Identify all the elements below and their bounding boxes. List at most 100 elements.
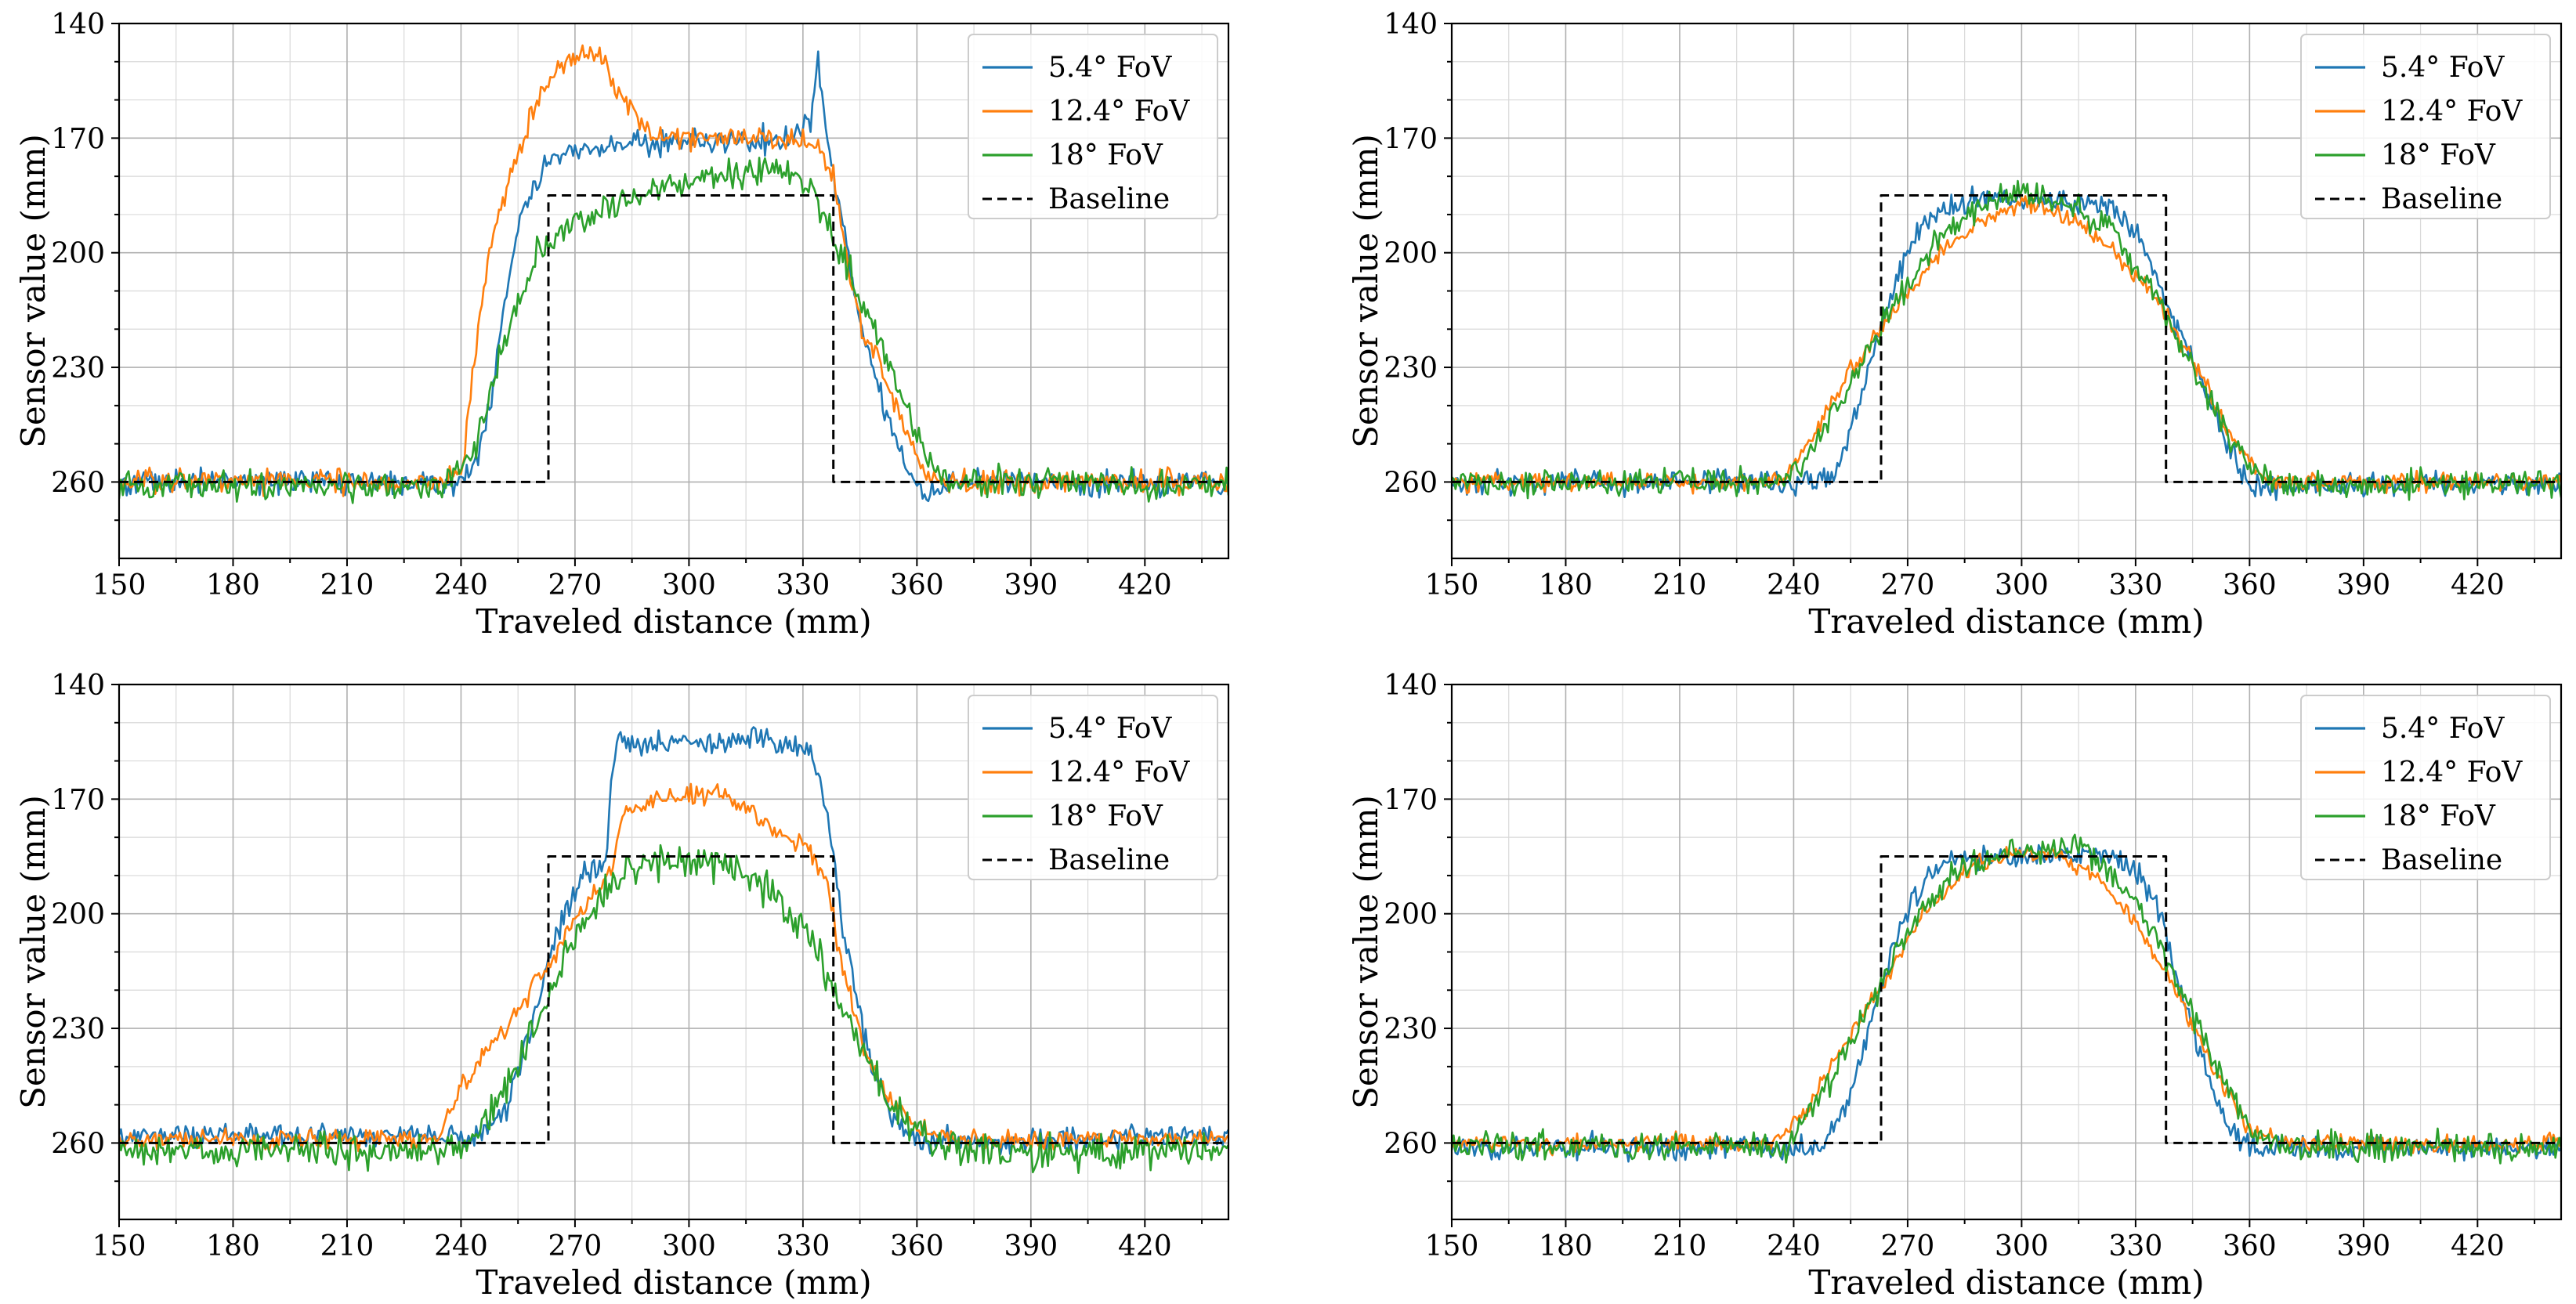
x-tick-label: 330 <box>776 569 830 601</box>
x-tick-label: 330 <box>776 1230 830 1262</box>
chart-panel-2: 150 180 210 240 270 300 330 360 390 420 Traveled d… <box>1347 9 2563 641</box>
x-tick-label: 270 <box>548 569 602 601</box>
y-tick-label: 170 <box>51 784 105 816</box>
y-tick-label: 200 <box>1384 899 1438 931</box>
x-tick-label: 330 <box>2109 569 2163 601</box>
x-tick-label: 360 <box>890 569 944 601</box>
legend-box <box>968 695 1218 880</box>
series-line-1 <box>119 726 1228 1155</box>
series-line-3 <box>1452 179 2561 501</box>
x-tick-label: 270 <box>1881 1230 1935 1262</box>
y-axis: 140 170 200 230 260 Sensor value (mm) <box>1347 670 1452 1183</box>
legend-box <box>2300 34 2551 219</box>
x-tick-label: 240 <box>1767 1230 1821 1262</box>
y-tick-label: 140 <box>51 670 105 702</box>
x-axis-label: Traveled distance (mm) <box>1808 1263 2204 1302</box>
y-axis-label: Sensor value (mm) <box>1347 795 1385 1109</box>
x-axis: 150 180 210 240 270 300 330 360 390 420 Traveled d… <box>1425 558 2536 641</box>
x-tick-label: 240 <box>434 569 488 601</box>
x-tick-label: 240 <box>434 1230 488 1262</box>
x-tick-label: 300 <box>1995 1230 2049 1262</box>
legend-entry-label: 18° FoV <box>2381 139 2496 172</box>
series-line-3 <box>119 157 1228 504</box>
y-tick-label: 170 <box>1384 123 1438 155</box>
series-group <box>119 44 1228 504</box>
y-tick-label: 260 <box>1384 467 1438 499</box>
series-group <box>1452 179 2561 501</box>
x-tick-label: 150 <box>92 569 147 601</box>
x-tick-label: 390 <box>2336 569 2390 601</box>
x-tick-label: 420 <box>2451 1230 2505 1262</box>
y-tick-label: 260 <box>51 1128 105 1160</box>
x-tick-label: 180 <box>1539 1230 1593 1262</box>
x-axis: 150 180 210 240 270 300 330 360 390 420 Traveled d… <box>1425 1219 2536 1302</box>
x-tick-label: 390 <box>1004 1230 1058 1262</box>
legend-entry-label: Baseline <box>1048 844 1170 876</box>
x-tick-label: 150 <box>1425 569 1479 601</box>
y-axis: 140 170 200 230 260 Sensor value (mm) <box>14 670 119 1183</box>
series-line-2 <box>1452 846 2561 1157</box>
y-tick-label: 140 <box>51 9 105 41</box>
y-tick-label: 200 <box>51 899 105 931</box>
legend: 5.4° FoV 12.4° FoV 18° FoV Baseline <box>2300 34 2551 219</box>
legend-box <box>2300 695 2551 880</box>
series-line-3 <box>1452 833 2561 1165</box>
legend-entry-label: 12.4° FoV <box>2381 757 2523 789</box>
x-tick-label: 180 <box>206 1230 260 1262</box>
x-tick-label: 300 <box>662 1230 716 1262</box>
x-axis-label: Traveled distance (mm) <box>1808 602 2204 641</box>
legend-entry-label: Baseline <box>2381 183 2502 215</box>
legend: 5.4° FoV 12.4° FoV 18° FoV Baseline <box>968 34 1218 219</box>
y-tick-label: 230 <box>51 1013 105 1046</box>
y-tick-label: 230 <box>1384 352 1438 385</box>
legend: 5.4° FoV 12.4° FoV 18° FoV Baseline <box>968 695 1218 880</box>
chart-panel-4: 150 180 210 240 270 300 330 360 390 420 Traveled d… <box>1347 670 2563 1302</box>
legend-entry-label: 5.4° FoV <box>1048 713 1172 745</box>
y-axis-label: Sensor value (mm) <box>1347 134 1385 448</box>
legend-entry-label: Baseline <box>2381 844 2502 876</box>
series-line-4 <box>1452 194 2561 483</box>
x-tick-label: 420 <box>1118 569 1172 601</box>
y-tick-label: 170 <box>1384 784 1438 816</box>
series-line-1 <box>1452 185 2561 501</box>
x-tick-label: 360 <box>2223 569 2277 601</box>
x-tick-label: 360 <box>890 1230 944 1262</box>
series-line-3 <box>119 843 1228 1174</box>
legend-entry-label: Baseline <box>1048 183 1170 215</box>
y-tick-label: 170 <box>51 123 105 155</box>
x-tick-label: 150 <box>1425 1230 1479 1262</box>
legend-entry-label: 18° FoV <box>2381 800 2496 833</box>
x-tick-label: 270 <box>548 1230 602 1262</box>
y-tick-label: 200 <box>51 238 105 270</box>
x-axis: 150 180 210 240 270 300 330 360 390 420 Traveled d… <box>92 558 1203 641</box>
x-tick-label: 270 <box>1881 569 1935 601</box>
y-axis: 140 170 200 230 260 Sensor value (mm) <box>14 9 119 522</box>
y-axis: 140 170 200 230 260 Sensor value (mm) <box>1347 9 1452 522</box>
y-tick-label: 260 <box>1384 1128 1438 1160</box>
legend-entry-label: 12.4° FoV <box>2381 96 2523 128</box>
legend-entry-label: 5.4° FoV <box>2381 52 2505 84</box>
series-line-4 <box>119 855 1228 1144</box>
x-tick-label: 150 <box>92 1230 147 1262</box>
x-tick-label: 420 <box>2451 569 2505 601</box>
series-line-4 <box>119 194 1228 483</box>
legend-entry-label: 12.4° FoV <box>1048 757 1190 789</box>
x-tick-label: 300 <box>662 569 716 601</box>
x-tick-label: 180 <box>1539 569 1593 601</box>
series-line-1 <box>1452 843 2561 1163</box>
y-tick-label: 140 <box>1384 670 1438 702</box>
series-line-4 <box>1452 855 2561 1144</box>
y-tick-label: 230 <box>51 352 105 385</box>
y-tick-label: 200 <box>1384 238 1438 270</box>
x-axis: 150 180 210 240 270 300 330 360 390 420 Traveled d… <box>92 1219 1203 1302</box>
chart-panel-1: 150 180 210 240 270 300 330 360 390 420 Traveled d… <box>14 9 1230 641</box>
x-axis-label: Traveled distance (mm) <box>476 1263 871 1302</box>
x-tick-label: 240 <box>1767 569 1821 601</box>
series-group <box>1452 833 2561 1165</box>
x-tick-label: 210 <box>320 1230 374 1262</box>
series-line-2 <box>1452 195 2561 495</box>
legend-entry-label: 18° FoV <box>1048 800 1163 833</box>
x-axis-label: Traveled distance (mm) <box>476 602 871 641</box>
y-axis-label: Sensor value (mm) <box>14 134 52 448</box>
